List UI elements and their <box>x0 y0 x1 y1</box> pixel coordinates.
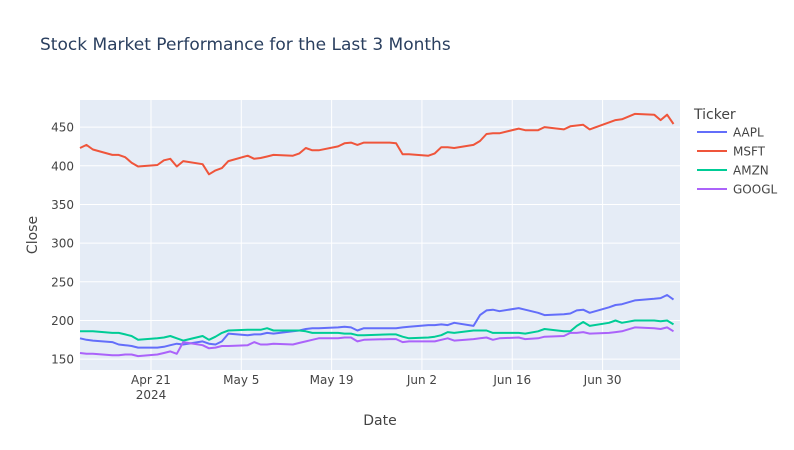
plot-area <box>80 100 680 370</box>
series-line-amzn <box>80 319 675 342</box>
y-tick-label: 200 <box>51 314 74 328</box>
x-tick-label: Jun 16 <box>492 373 531 387</box>
y-tick-label: 450 <box>51 121 74 135</box>
x-tick-label: May 5 <box>223 373 259 387</box>
series-line-googl <box>79 326 675 358</box>
series-lines <box>79 112 675 358</box>
legend-item-googl[interactable]: GOOGL <box>697 183 777 197</box>
x-tick-year-label: 2024 <box>136 388 167 402</box>
y-tick-label: 250 <box>51 275 74 289</box>
legend-item-aapl[interactable]: AAPL <box>697 126 764 140</box>
legend[interactable]: Ticker AAPL MSFT AMZN GOOGL <box>693 107 777 197</box>
y-tick-label: 300 <box>51 237 74 251</box>
y-tick-label: 350 <box>51 198 74 212</box>
y-axis-title: Close <box>25 216 41 254</box>
legend-item-amzn[interactable]: AMZN <box>697 164 769 178</box>
x-tick-label: May 19 <box>310 373 354 387</box>
chart-title: Stock Market Performance for the Last 3 … <box>40 35 451 55</box>
legend-label: MSFT <box>733 145 766 159</box>
series-line-msft <box>79 112 675 176</box>
y-axis-ticks: 150 200 250 300 350 400 450 <box>51 121 74 367</box>
x-tick-label: Jun 2 <box>406 373 437 387</box>
legend-label: AAPL <box>733 126 764 140</box>
legend-title: Ticker <box>693 107 736 123</box>
x-axis-title: Date <box>363 413 396 429</box>
x-tick-label: Jun 30 <box>583 373 622 387</box>
legend-item-msft[interactable]: MSFT <box>697 145 766 159</box>
series-line-aapl <box>79 294 675 349</box>
legend-items[interactable]: AAPL MSFT AMZN GOOGL <box>697 126 777 197</box>
y-tick-label: 400 <box>51 159 74 173</box>
x-tick-label: Apr 21 <box>131 373 171 387</box>
y-tick-label: 150 <box>51 353 74 367</box>
legend-label: AMZN <box>733 164 769 178</box>
legend-label: GOOGL <box>733 183 777 197</box>
